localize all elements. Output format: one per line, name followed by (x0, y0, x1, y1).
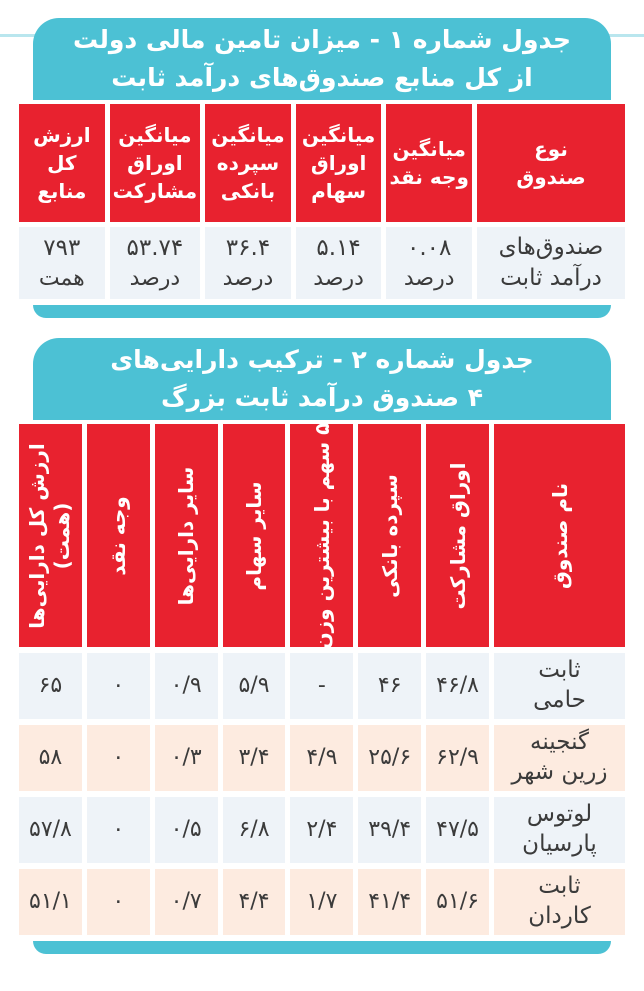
table2-row3-total-assets: ۵۷/۸ (19, 797, 82, 863)
table2-row1-bank-deposit: ۴۶ (358, 653, 422, 719)
table2-row3-other-assets: ۰/۵ (154, 797, 218, 863)
table2-row1-other-assets: ۰/۹ (154, 653, 218, 719)
table1-bottom-bar (33, 305, 611, 318)
table2-row4-cash: ۰ (86, 869, 150, 935)
table2-row2-bonds: ۶۲/۹ (426, 725, 489, 791)
table2-row2-cash: ۰ (86, 725, 150, 791)
table2-header-top5-stocks: ۵ سهم با بیشترین وزن (290, 422, 354, 649)
table1-header-avg-stocks: میانگین اوراق سهام (295, 104, 382, 222)
table2-row1-bonds: ۴۶/۸ (426, 653, 489, 719)
table2-row3-bank-deposit: ۳۹/۴ (358, 797, 422, 863)
table2-title-line1: جدول شماره ۲ - ترکیب دارایی‌های (110, 345, 534, 374)
infographic-page: { "colors":{"teal":"#4cc1d4","red":"#e82… (0, 18, 644, 991)
table1-card: جدول شماره ۱ - میزان تامین مالی دولت از … (0, 18, 644, 318)
table2-row2-other-assets: ۰/۳ (154, 725, 218, 791)
table1-cell-avg-stocks: ۵.۱۴ درصد (295, 227, 382, 299)
table2-row4-fund-name: ثابت کاردان (494, 869, 625, 935)
table2-header-fund-name: نام صندوق (494, 424, 625, 647)
table2-row1-other-stocks: ۵/۹ (222, 653, 286, 719)
table1-header-avg-cash: میانگین وجه نقد (386, 104, 472, 222)
table2-title-line2: ۴ صندوق درآمد ثابت بزرگ (160, 383, 484, 412)
table2-title-banner: جدول شماره ۲ - ترکیب دارایی‌های ۴ صندوق … (33, 338, 611, 420)
table2-row4-other-assets: ۰/۷ (154, 869, 218, 935)
table2-row1-fund-name: ثابت حامی (494, 653, 625, 719)
table2-header-total-assets: ارزش کل دارایی‌ها (همت) (19, 424, 82, 647)
table2-row3-other-stocks: ۶/۸ (222, 797, 286, 863)
table2-header-other-assets: سایر دارایی‌ها (154, 424, 218, 647)
table2-header-cash: وجه نقد (86, 424, 150, 647)
table2-row3-cash: ۰ (86, 797, 150, 863)
table1-cell-total-resources: ۷۹۳ همت (19, 227, 105, 299)
table2-row2-total-assets: ۵۸ (19, 725, 82, 791)
table2-header-bonds: اوراق مشارکت (426, 424, 489, 647)
table1-header-fund-type: نوع صندوق (477, 104, 625, 222)
table1-title-line1: جدول شماره ۱ - میزان تامین مالی دولت (72, 25, 571, 54)
table1-cell-avg-bonds: ۵۳.۷۴ درصد (109, 227, 201, 299)
table2-row1-cash: ۰ (86, 653, 150, 719)
table2-row2-bank-deposit: ۲۵/۶ (358, 725, 422, 791)
table1-title-line2: از کل منابع صندوق‌های درآمد ثابت (111, 63, 533, 92)
table2-row1-top5-stocks: - (290, 653, 354, 719)
table1-cell-avg-cash: ۰.۰۸ درصد (386, 227, 472, 299)
table1-header-total-resources: ارزش کل منابع (19, 104, 105, 222)
table2-row2-other-stocks: ۳/۴ (222, 725, 286, 791)
table2-header-other-stocks: سایر سهام (222, 424, 286, 647)
table2-row4-total-assets: ۵۱/۱ (19, 869, 82, 935)
table2-row4-bank-deposit: ۴۱/۴ (358, 869, 422, 935)
table1-row-fund-name: صندوق‌های درآمد ثابت (477, 227, 625, 299)
table2-row1-total-assets: ۶۵ (19, 653, 82, 719)
table2-row4-top5-stocks: ۱/۷ (290, 869, 354, 935)
table2-header-bank-deposit: سپرده بانکی (358, 424, 422, 647)
table2-card: جدول شماره ۲ - ترکیب دارایی‌های ۴ صندوق … (0, 338, 644, 954)
table2-row2-top5-stocks: ۴/۹ (290, 725, 354, 791)
table1-header-avg-bank-deposit: میانگین سپرده بانکی (205, 104, 291, 222)
table2-grid: نام صندوق اوراق مشارکت سپرده بانکی ۵ سهم… (19, 422, 625, 935)
table2-row4-other-stocks: ۴/۴ (222, 869, 286, 935)
table2-row3-fund-name: لوتوس پارسیان (494, 797, 625, 863)
table2-row3-bonds: ۴۷/۵ (426, 797, 489, 863)
table2-row3-top5-stocks: ۲/۴ (290, 797, 354, 863)
table2-row2-fund-name: گنجینه زرین شهر (494, 725, 625, 791)
table2-bottom-bar (33, 941, 611, 954)
table1-header-avg-bonds: میانگین اوراق مشارکت (109, 104, 201, 222)
table2-row4-bonds: ۵۱/۶ (426, 869, 489, 935)
table1-grid: نوع صندوق میانگین وجه نقد میانگین اوراق … (19, 104, 625, 299)
table1-cell-avg-bank-deposit: ۳۶.۴ درصد (205, 227, 291, 299)
table1-title-banner: جدول شماره ۱ - میزان تامین مالی دولت از … (33, 18, 611, 100)
